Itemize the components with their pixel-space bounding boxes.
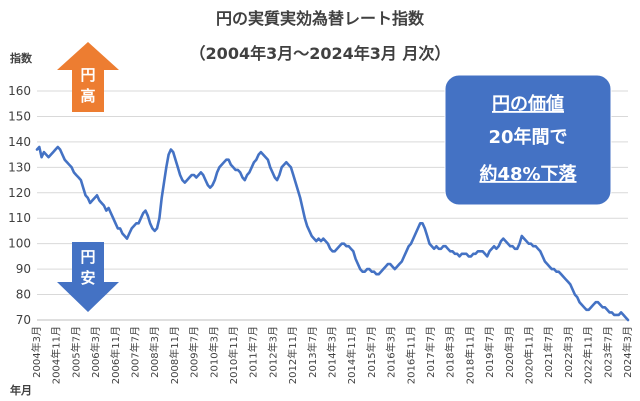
x-tick-label: 2021年7月 — [542, 326, 555, 378]
x-tick-label: 2016年11月 — [404, 326, 417, 384]
y-tick-label: 150 — [8, 109, 31, 123]
x-tick-label: 2014年11月 — [345, 326, 358, 384]
x-tick-label: 2016年3月 — [385, 326, 398, 378]
x-tick-label: 2007年7月 — [129, 326, 142, 378]
x-tick-labels: 2004年3月 2004年11月 2005年7月 2006年3月 2006年11月 200… — [30, 326, 634, 384]
chart-title: 円の実質実効為替レート指数 — [216, 9, 425, 28]
x-tick-label: 2012年3月 — [266, 326, 279, 378]
x-tick-label: 2006年11月 — [109, 326, 122, 384]
x-tick-label: 2023年7月 — [601, 326, 614, 378]
y-tick-label: 110 — [8, 211, 31, 225]
x-tick-label: 2022年3月 — [562, 326, 575, 378]
y-tick-label: 100 — [8, 237, 31, 251]
y-tick-labels: 70 80 90 100 110 120 130 140 150 160 — [8, 84, 31, 327]
chart-subtitle: （2004年3月～2024年3月 月次） — [190, 44, 451, 63]
x-tick-label: 2018年3月 — [444, 326, 457, 378]
x-tick-label: 2004年11月 — [50, 326, 63, 384]
y-axis-title: 指数 — [10, 51, 33, 65]
note-line-2: 20年間で — [488, 126, 567, 148]
x-tick-label: 2012年11月 — [286, 326, 299, 384]
y-tick-label: 130 — [8, 160, 31, 174]
down-arrow-label-1: 円 — [80, 248, 95, 266]
x-tick-label: 2006年3月 — [89, 326, 102, 378]
y-tick-label: 80 — [16, 288, 31, 302]
x-tick-label: 2017年7月 — [424, 326, 437, 378]
series-line — [35, 145, 630, 322]
x-tick-label: 2018年11月 — [463, 326, 476, 384]
x-tick-label: 2010年3月 — [207, 326, 220, 378]
yen-strong-arrow: 円 高 — [57, 42, 119, 112]
x-tick-label: 2008年11月 — [168, 326, 181, 384]
yen-weak-arrow: 円 安 — [57, 242, 119, 312]
x-tick-label: 2020年11月 — [523, 326, 536, 384]
x-tick-label: 2020年3月 — [503, 326, 516, 378]
x-tick-label: 2009年7月 — [188, 326, 201, 378]
x-tick-label: 2022年11月 — [582, 326, 595, 384]
x-tick-label: 2015年7月 — [365, 326, 378, 378]
x-tick-label: 2004年3月 — [30, 326, 43, 378]
down-arrow-label-2: 安 — [80, 269, 95, 287]
down-arrow-shape — [57, 242, 119, 312]
x-axis-title: 年月 — [10, 383, 32, 397]
x-tick-label: 2010年11月 — [227, 326, 240, 384]
x-tick-label: 2024年3月 — [621, 326, 634, 378]
note-box: 円の価値 20年間で 約48%下落 — [444, 74, 612, 206]
y-tick-label: 70 — [16, 313, 31, 327]
x-tick-label: 2011年7月 — [247, 326, 260, 378]
y-tick-label: 120 — [8, 186, 31, 200]
note-line-3: 約48%下落 — [479, 163, 577, 185]
y-tick-label: 140 — [8, 135, 31, 149]
note-box-background — [444, 74, 612, 206]
x-tick-label: 2008年3月 — [148, 326, 161, 378]
x-tick-label: 2013年7月 — [306, 326, 319, 378]
note-line-1: 円の価値 — [492, 93, 564, 115]
y-tick-label: 90 — [16, 262, 31, 276]
x-tick-label: 2014年3月 — [326, 326, 339, 378]
up-arrow-label-2: 高 — [80, 87, 95, 105]
y-tick-label: 160 — [8, 84, 31, 98]
up-arrow-shape — [57, 42, 119, 112]
x-tick-label: 2019年7月 — [483, 326, 496, 378]
up-arrow-label-1: 円 — [80, 66, 95, 84]
x-tick-label: 2005年7月 — [69, 326, 82, 378]
